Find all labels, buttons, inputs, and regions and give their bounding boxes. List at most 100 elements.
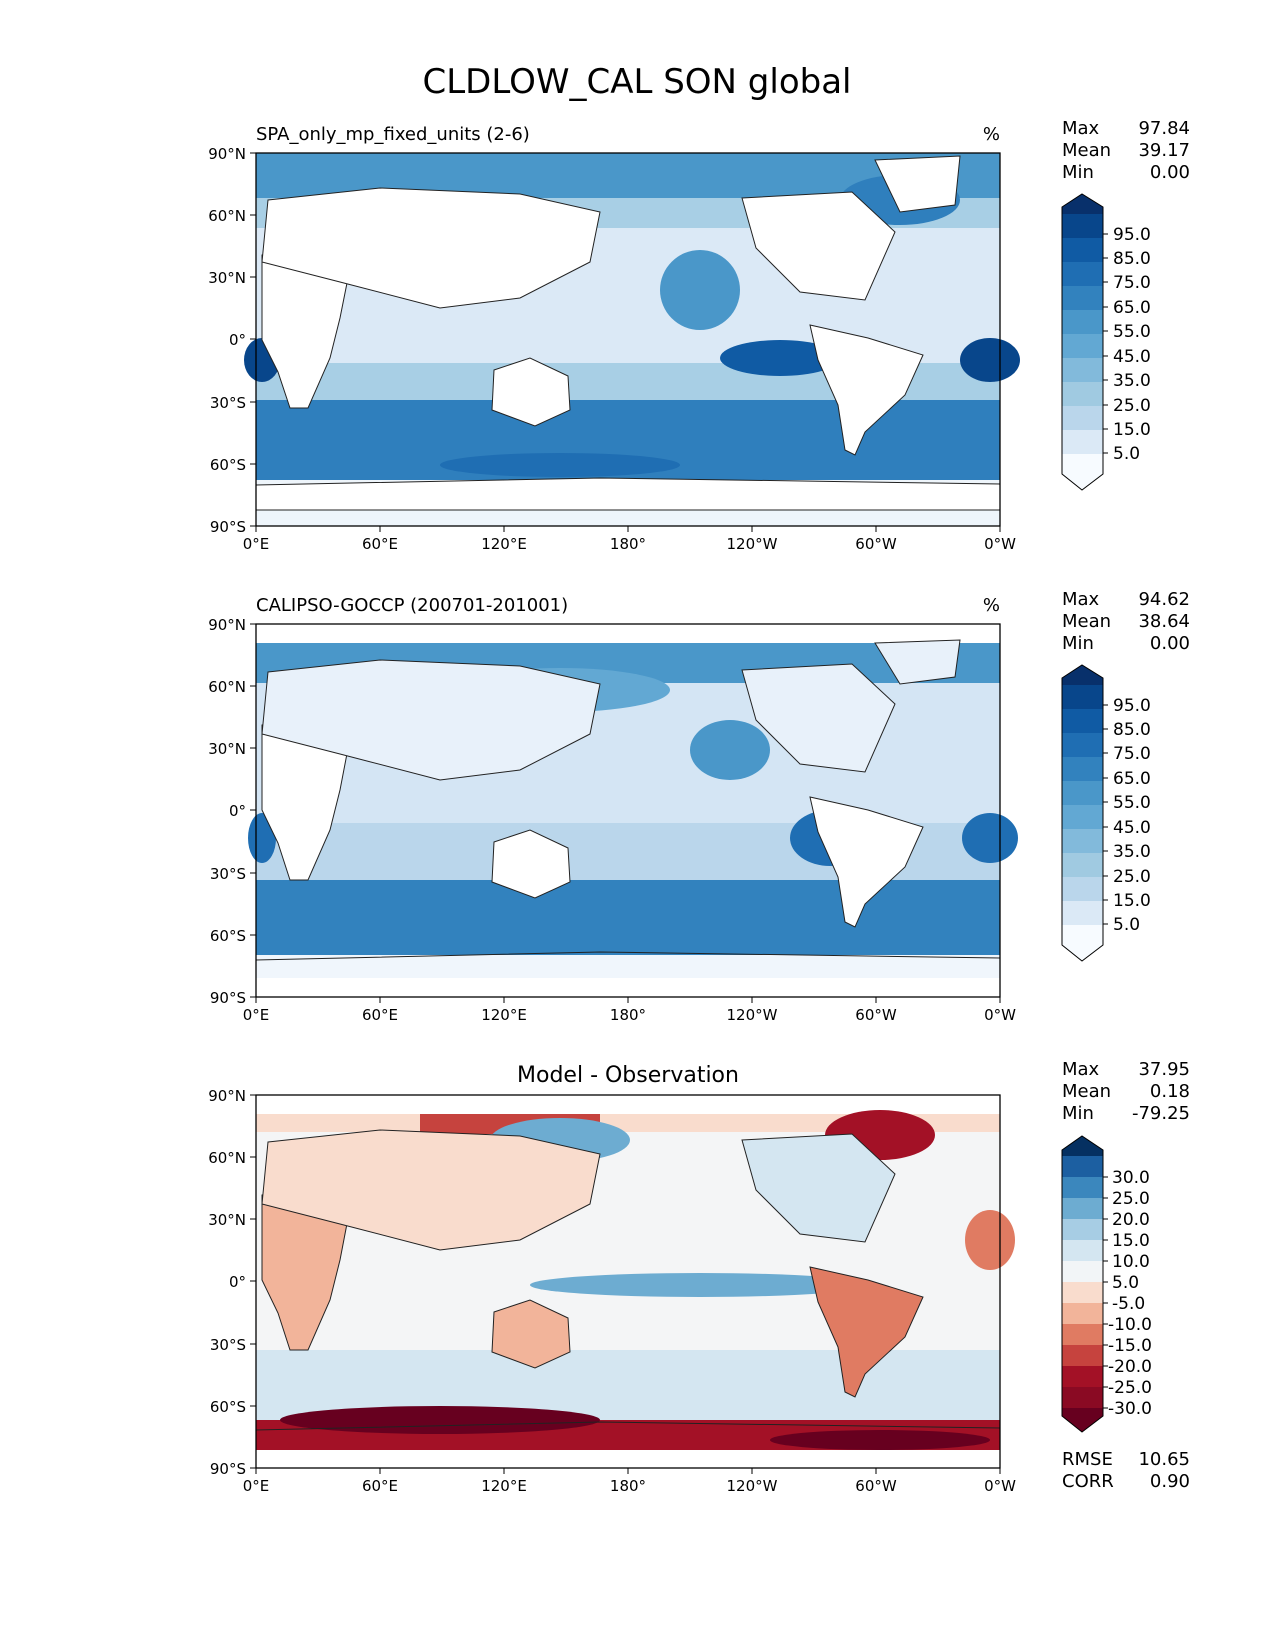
colorbar-tick-label: 20.0 xyxy=(1112,1210,1150,1230)
colorbar-swatch xyxy=(1062,358,1103,382)
colorbar-swatch xyxy=(1062,1345,1103,1366)
colorbar-tick-label: 35.0 xyxy=(1113,371,1151,391)
model-stats: Max 97.84 Mean 39.17 Min 0.00 xyxy=(1062,118,1190,183)
colorbar-tick-label: 15.0 xyxy=(1113,420,1151,440)
colorbar-tick-label: 15.0 xyxy=(1113,891,1151,911)
colorbar-tick-label: 55.0 xyxy=(1113,793,1151,813)
lat-tick-label: 30°S xyxy=(210,865,246,883)
colorbar-swatch xyxy=(1062,1324,1103,1345)
panel-model-title: SPA_only_mp_fixed_units (2-6) xyxy=(256,124,530,145)
lat-tick-label: 60°N xyxy=(208,207,246,225)
colorbar-tick-label: -20.0 xyxy=(1108,1357,1152,1377)
colorbar-swatch xyxy=(1062,877,1103,901)
lon-tick-label: 120°W xyxy=(727,535,778,553)
lon-tick-label: 60°E xyxy=(362,1477,398,1495)
stat-value: 94.62 xyxy=(1138,589,1190,610)
metric-label: CORR xyxy=(1062,1471,1114,1492)
observation-colorbar: 95.0 85.0 75.0 65.0 55.0 45.0 35.0 25.0 … xyxy=(1061,664,1151,962)
lat-tick-label: 60°S xyxy=(210,1398,246,1416)
model-lat-ticks: 90°N 60°N 30°N 0° 30°S 60°S 90°S xyxy=(208,145,256,536)
metric-value: 0.90 xyxy=(1150,1471,1190,1492)
colorbar-tick-label: -5.0 xyxy=(1112,1294,1145,1314)
lat-tick-label: 90°S xyxy=(210,989,246,1007)
colorbar-swatch xyxy=(1062,1198,1103,1219)
lon-tick-label: 120°W xyxy=(727,1006,778,1024)
colorbar-swatch xyxy=(1062,1261,1103,1282)
colorbar-tick-label: -30.0 xyxy=(1108,1399,1152,1419)
lat-tick-label: 60°S xyxy=(210,456,246,474)
colorbar-tick-label: 75.0 xyxy=(1113,273,1151,293)
lon-tick-label: 180° xyxy=(610,535,646,553)
colorbar-extend-min xyxy=(1062,1408,1103,1432)
colorbar-tick-label: 5.0 xyxy=(1112,1273,1139,1293)
colorbar-extend-max xyxy=(1062,665,1103,685)
stat-label: Min xyxy=(1062,1103,1094,1124)
colorbar-tick-label: 25.0 xyxy=(1113,867,1151,887)
panel-difference-title: Model - Observation xyxy=(517,1063,739,1088)
stat-value: 0.00 xyxy=(1150,162,1190,183)
colorbar-outline xyxy=(1061,664,1104,962)
panel-difference: Model - Observation 90 xyxy=(208,1059,1190,1495)
observation-map xyxy=(248,624,1018,997)
colorbar-tick-label: -25.0 xyxy=(1108,1378,1152,1398)
colorbar-swatch xyxy=(1062,286,1103,310)
lon-tick-label: 60°E xyxy=(362,1006,398,1024)
colorbar-tick-label: 55.0 xyxy=(1113,322,1151,342)
lon-tick-label: 120°W xyxy=(727,1477,778,1495)
colorbar-tick-label: -10.0 xyxy=(1108,1315,1152,1335)
colorbar-swatch xyxy=(1062,334,1103,358)
observation-stats: Max 94.62 Mean 38.64 Min 0.00 xyxy=(1062,589,1190,654)
colorbar-swatch xyxy=(1062,757,1103,781)
colorbar-tick-label: 15.0 xyxy=(1112,1231,1150,1251)
difference-stats: Max 37.95 Mean 0.18 Min -79.25 xyxy=(1062,1059,1190,1124)
stat-label: Mean xyxy=(1062,611,1111,632)
colorbar-swatch xyxy=(1062,733,1103,757)
colorbar-extend-min xyxy=(1062,925,1103,961)
colorbar-swatch xyxy=(1062,310,1103,334)
colorbar-tick-label: 45.0 xyxy=(1113,347,1151,367)
lat-tick-label: 60°N xyxy=(208,678,246,696)
lat-tick-label: 90°N xyxy=(208,145,246,163)
stat-label: Min xyxy=(1062,162,1094,183)
colorbar-tick-label: 85.0 xyxy=(1113,249,1151,269)
colorbar-swatch xyxy=(1062,853,1103,877)
lon-tick-label: 0°E xyxy=(243,1477,270,1495)
model-lon-ticks: 0°E 60°E 120°E 180° 120°W 60°W 0°W xyxy=(243,526,1016,553)
colorbar-swatch xyxy=(1062,1366,1103,1387)
metric-label: RMSE xyxy=(1062,1449,1113,1470)
figure-title: CLDLOW_CAL SON global xyxy=(422,62,851,102)
panel-model-units: % xyxy=(983,124,1000,145)
lat-tick-label: 0° xyxy=(229,802,246,820)
lon-tick-label: 60°W xyxy=(855,535,897,553)
lat-tick-label: 90°N xyxy=(208,1087,246,1105)
lat-tick-label: 0° xyxy=(229,331,246,349)
difference-map xyxy=(255,1095,1015,1468)
model-colorbar: 95.0 85.0 75.0 65.0 55.0 45.0 35.0 25.0 … xyxy=(1061,193,1151,491)
stat-value: 0.18 xyxy=(1150,1081,1190,1102)
colorbar-swatch xyxy=(1062,805,1103,829)
colorbar-tick-label: 75.0 xyxy=(1113,744,1151,764)
colorbar-swatch xyxy=(1062,1240,1103,1261)
lon-tick-label: 120°E xyxy=(481,535,527,553)
lon-tick-label: 180° xyxy=(610,1006,646,1024)
colorbar-swatch xyxy=(1062,901,1103,925)
colorbar-swatch xyxy=(1062,1219,1103,1240)
colorbar-outline xyxy=(1061,1135,1104,1433)
stat-value: 37.95 xyxy=(1138,1059,1190,1080)
lat-tick-label: 0° xyxy=(229,1273,246,1291)
stat-label: Min xyxy=(1062,633,1094,654)
lat-tick-label: 90°N xyxy=(208,616,246,634)
colorbar-outline xyxy=(1061,193,1104,491)
colorbar-swatch xyxy=(1062,709,1103,733)
colorbar-swatch xyxy=(1062,1156,1103,1177)
difference-lon-ticks: 0°E 60°E 120°E 180° 120°W 60°W 0°W xyxy=(243,1468,1016,1495)
stat-label: Mean xyxy=(1062,1081,1111,1102)
colorbar-swatch xyxy=(1062,1177,1103,1198)
colorbar-swatch xyxy=(1062,214,1103,238)
lon-tick-label: 180° xyxy=(610,1477,646,1495)
colorbar-tick-label: 5.0 xyxy=(1113,915,1140,935)
stat-label: Max xyxy=(1062,118,1100,139)
stat-label: Max xyxy=(1062,1059,1100,1080)
stat-label: Max xyxy=(1062,589,1100,610)
